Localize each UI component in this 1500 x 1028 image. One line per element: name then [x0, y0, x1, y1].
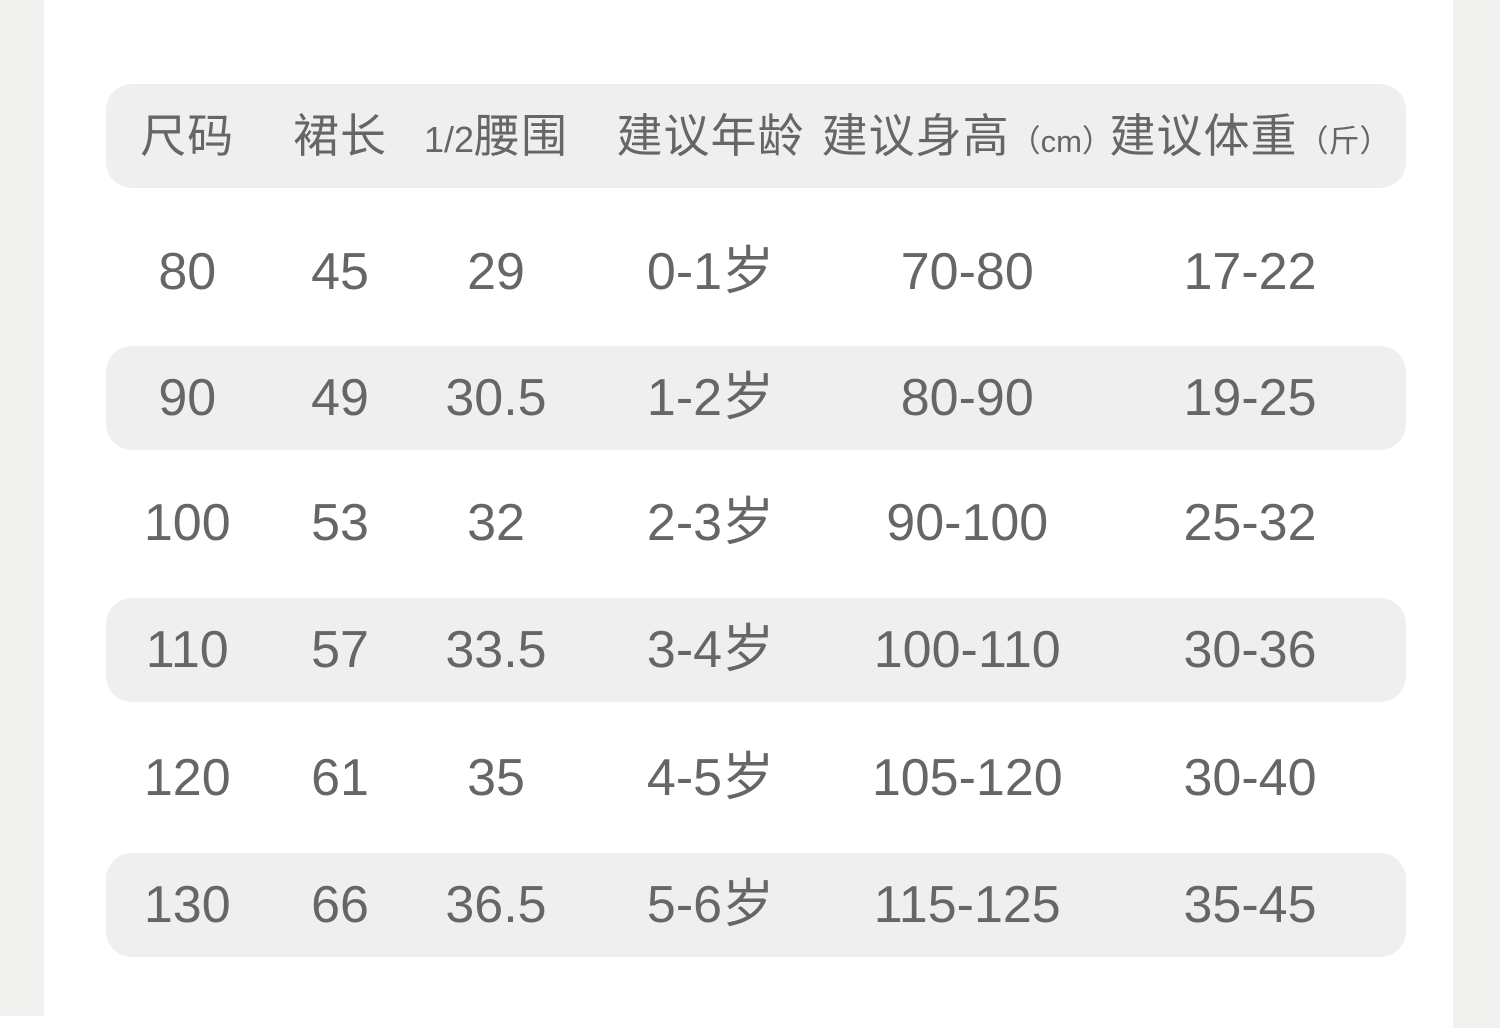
- table-row: 110 57 33.5 3-4岁 100-110 30-36: [106, 598, 1406, 702]
- table-cell: 53: [311, 494, 369, 552]
- header-label: 建议年龄: [616, 110, 805, 162]
- table-row: 120 61 35 4-5岁 105-120 30-40: [106, 726, 1406, 830]
- table-cell: 33.5: [445, 621, 547, 679]
- table-cell: 90: [158, 369, 217, 427]
- header-cell-size: 尺码: [106, 113, 269, 159]
- table-cell: 130: [143, 876, 231, 934]
- header-unit: （cm）: [1009, 124, 1113, 159]
- table-cell: 80: [158, 243, 217, 301]
- table-cell: 110: [145, 621, 229, 679]
- header-cell-suggested-height: 建议身高（cm）: [822, 113, 1113, 159]
- table-cell: 30-36: [1183, 621, 1317, 679]
- table-cell: 80-90: [900, 369, 1034, 427]
- table-cell: 45: [311, 243, 369, 301]
- header-cell-suggested-weight: 建议体重（斤）: [1094, 113, 1406, 159]
- table-cell: 4-5岁: [646, 749, 775, 807]
- table-cell: 25-32: [1183, 494, 1317, 552]
- table-cell: 57: [311, 621, 369, 679]
- header-cell-half-waist: 1/2腰围: [412, 113, 581, 159]
- header-label: 建议身高: [821, 110, 1010, 162]
- table-row: 80 45 29 0-1岁 70-80 17-22: [106, 220, 1406, 324]
- table-cell: 120: [143, 749, 231, 807]
- table-cell: 90-100: [886, 494, 1049, 552]
- table-cell: 35-45: [1183, 876, 1317, 934]
- table-row: 100 53 32 2-3岁 90-100 25-32: [106, 471, 1406, 575]
- table-cell: 5-6岁: [646, 876, 775, 934]
- table-cell: 32: [467, 494, 525, 552]
- table-cell: 30.5: [445, 369, 547, 427]
- table-row: 130 66 36.5 5-6岁 115-125 35-45: [106, 853, 1406, 957]
- header-cell-suggested-age: 建议年龄: [581, 113, 841, 159]
- table-cell: 19-25: [1183, 369, 1317, 427]
- header-unit: （斤）: [1297, 124, 1391, 159]
- table-cell: 115-125: [873, 876, 1061, 934]
- table-row: 90 49 30.5 1-2岁 80-90 19-25: [106, 346, 1406, 450]
- table-cell: 70-80: [900, 243, 1034, 301]
- table-cell: 30-40: [1183, 749, 1317, 807]
- table-cell: 49: [311, 369, 369, 427]
- table-cell: 17-22: [1183, 243, 1317, 301]
- table-cell: 61: [311, 749, 369, 807]
- table-cell: 105-120: [871, 749, 1063, 807]
- table-cell: 100: [143, 494, 231, 552]
- header-label: 裙长: [293, 110, 387, 162]
- header-label: 建议体重: [1109, 110, 1298, 162]
- header-row: 尺码 裙长 1/2腰围 建议年龄 建议身高（cm） 建议体重（斤）: [106, 84, 1406, 188]
- header-cell-skirt-length: 裙长: [269, 113, 412, 159]
- header-label: 腰围: [474, 110, 569, 162]
- table-cell: 1-2岁: [646, 369, 775, 427]
- table-cell: 3-4岁: [646, 621, 775, 679]
- header-fraction-prefix: 1/2: [423, 119, 475, 160]
- table-cell: 66: [311, 876, 369, 934]
- header-label: 尺码: [140, 110, 235, 162]
- table-cell: 36.5: [445, 876, 547, 934]
- table-cell: 100-110: [873, 621, 1061, 679]
- table-cell: 0-1岁: [646, 243, 775, 301]
- left-margin-strip: [0, 0, 44, 1016]
- table-cell: 35: [467, 749, 525, 807]
- table-cell: 29: [467, 243, 525, 301]
- right-margin-strip: [1453, 0, 1500, 1028]
- table-cell: 2-3岁: [646, 494, 775, 552]
